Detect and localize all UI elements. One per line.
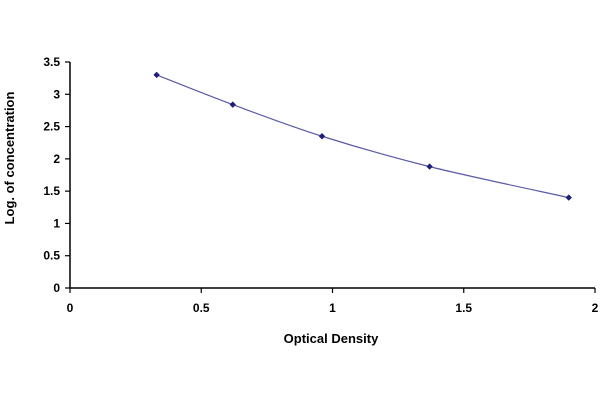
x-tick-label: 1.5 [455, 301, 472, 315]
data-point [318, 133, 326, 140]
y-tick-label: 3.5 [43, 55, 60, 69]
y-tick-label: 1.5 [43, 184, 60, 198]
data-point [229, 101, 236, 108]
data-point [565, 194, 572, 201]
data-point [153, 71, 160, 79]
x-tick-label: 1 [329, 301, 336, 315]
trend-line [156, 74, 569, 199]
x-tick-label: 0.5 [193, 301, 210, 315]
axes [65, 61, 596, 293]
y-tick-label: 3 [53, 87, 60, 101]
data-point [426, 163, 433, 170]
data-points [153, 71, 572, 201]
tick-labels: 0 0.5 1 1.5 2 2.5 3 3.5 0 0.5 1 1.5 2 [43, 55, 598, 315]
y-tick-label: 2 [53, 152, 60, 166]
x-axis-label: Optical Density [284, 331, 379, 346]
y-axis-label: Log. of concentration [2, 92, 17, 225]
x-tick-label: 2 [592, 301, 599, 315]
y-tick-label: 0.5 [43, 249, 60, 263]
y-tick-label: 1 [53, 216, 60, 230]
x-tick-label: 0 [67, 301, 74, 315]
y-tick-label: 2.5 [43, 120, 60, 134]
y-tick-label: 0 [53, 281, 60, 295]
